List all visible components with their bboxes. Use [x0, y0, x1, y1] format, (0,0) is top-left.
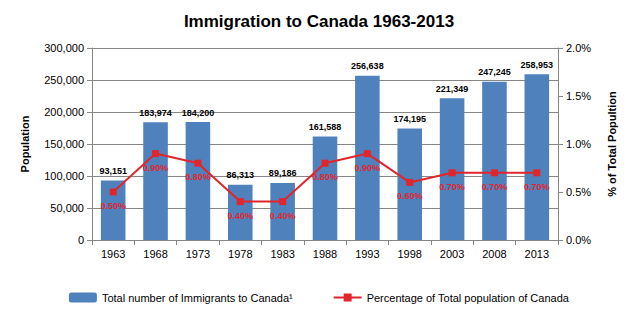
svg-text:0.90%: 0.90% [143, 163, 169, 173]
svg-text:1963: 1963 [101, 248, 125, 260]
svg-text:1968: 1968 [143, 248, 167, 260]
svg-text:0.5%: 0.5% [566, 186, 591, 198]
svg-text:183,974: 183,974 [139, 108, 172, 118]
svg-text:0.70%: 0.70% [524, 182, 550, 192]
svg-text:93,151: 93,151 [99, 166, 127, 176]
svg-text:1973: 1973 [186, 248, 210, 260]
svg-text:150,000: 150,000 [44, 138, 84, 150]
svg-text:89,186: 89,186 [269, 168, 297, 178]
svg-text:100,000: 100,000 [44, 170, 84, 182]
svg-text:0.50%: 0.50% [100, 201, 126, 211]
svg-text:2003: 2003 [440, 248, 464, 260]
svg-text:1993: 1993 [355, 248, 379, 260]
svg-text:0.0%: 0.0% [566, 234, 591, 246]
svg-text:221,349: 221,349 [436, 84, 469, 94]
svg-text:256,638: 256,638 [351, 61, 384, 71]
svg-text:1988: 1988 [313, 248, 337, 260]
svg-text:184,200: 184,200 [182, 108, 215, 118]
svg-text:250,000: 250,000 [44, 74, 84, 86]
svg-text:247,245: 247,245 [478, 67, 511, 77]
svg-text:1998: 1998 [397, 248, 421, 260]
svg-text:300,000: 300,000 [44, 42, 84, 54]
svg-text:0.40%: 0.40% [228, 211, 254, 221]
svg-text:% of Total Popultion: % of Total Popultion [606, 91, 618, 197]
svg-text:86,313: 86,313 [227, 170, 255, 180]
svg-text:1.0%: 1.0% [566, 138, 591, 150]
svg-text:2008: 2008 [482, 248, 506, 260]
svg-text:1.5%: 1.5% [566, 90, 591, 102]
svg-text:Population: Population [19, 115, 31, 172]
svg-text:0.90%: 0.90% [355, 163, 381, 173]
svg-text:161,588: 161,588 [309, 122, 342, 132]
svg-text:0: 0 [78, 234, 84, 246]
svg-text:Immigration to Canada 1963-201: Immigration to Canada 1963-2013 [184, 12, 454, 31]
svg-text:0.70%: 0.70% [439, 182, 465, 192]
svg-text:258,953: 258,953 [521, 60, 554, 70]
svg-text:2.0%: 2.0% [566, 42, 591, 54]
svg-text:Percentage of Total population: Percentage of Total population of Canada [367, 292, 570, 304]
svg-text:50,000: 50,000 [50, 202, 84, 214]
svg-text:1978: 1978 [228, 248, 252, 260]
svg-text:1983: 1983 [270, 248, 294, 260]
svg-text:0.60%: 0.60% [397, 191, 423, 201]
svg-text:0.70%: 0.70% [482, 182, 508, 192]
svg-text:174,195: 174,195 [393, 114, 426, 124]
svg-text:0.40%: 0.40% [270, 211, 296, 221]
svg-text:0.80%: 0.80% [185, 172, 211, 182]
svg-text:Total number of Immigrants to: Total number of Immigrants to Canada¹ [102, 292, 293, 304]
svg-text:0.80%: 0.80% [312, 172, 338, 182]
svg-text:2013: 2013 [525, 248, 549, 260]
svg-text:200,000: 200,000 [44, 106, 84, 118]
